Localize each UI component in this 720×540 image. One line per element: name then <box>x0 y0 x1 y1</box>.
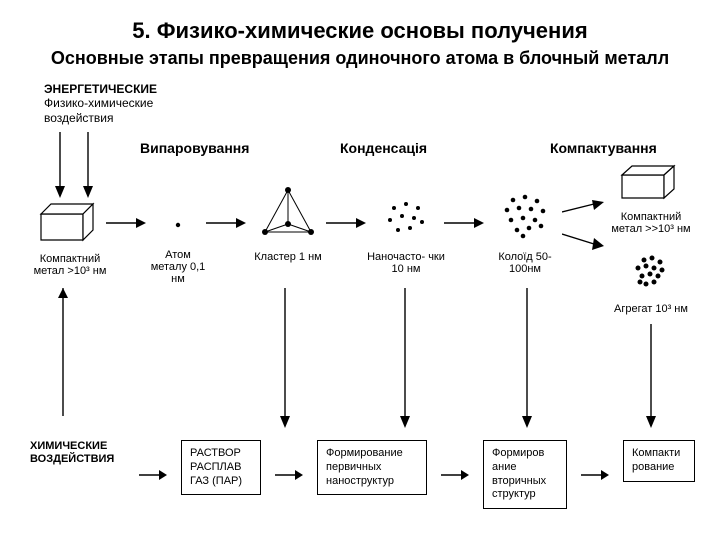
vert-to-bottom-1-head <box>56 288 70 302</box>
vert-to-bottom-3 <box>278 288 292 428</box>
energetic-label: ЭНЕРГЕТИЧЕСКИЕ Физико-химические воздейс… <box>44 82 157 125</box>
energetic-line1: ЭНЕРГЕТИЧЕСКИЕ <box>44 82 157 96</box>
vert-arrow-down <box>50 132 70 198</box>
vert-to-bottom-1 <box>56 288 70 416</box>
h-arrow-2 <box>441 466 469 484</box>
arrow-2 <box>206 216 246 230</box>
box-solution: РАСТВОР РАСПЛАВ ГАЗ (ПАР) <box>181 440 261 495</box>
stage-2-label: Атом металу 0,1 нм <box>146 249 210 285</box>
arrow-5a <box>562 200 606 216</box>
energetic-line2: Физико-химические <box>44 96 157 110</box>
bottom-row: ХИМИЧЕСКИЕ ВОЗДЕЙСТВИЯ РАСТВОР РАСПЛАВ Г… <box>0 440 720 509</box>
stage-aggregate: Агрегат 10³ нм <box>606 250 696 315</box>
page-subtitle: Основные этапы превращения одиночного ат… <box>0 48 720 69</box>
colloid-icon <box>493 190 557 242</box>
vert-to-bottom-4 <box>398 288 412 428</box>
stage-1-label: Компактний метал >10³ нм <box>28 253 112 277</box>
chemical-label: ХИМИЧЕСКИЕ ВОЗДЕЙСТВИЯ <box>30 440 125 466</box>
stage-5-label: Колоїд 50-100нм <box>484 251 566 275</box>
energetic-line3: воздействия <box>44 111 157 125</box>
cluster-icon <box>253 184 323 242</box>
h-arrow-3 <box>581 466 609 484</box>
stage-colloid: Колоїд 50-100нм <box>484 190 566 275</box>
arrow-5b <box>562 230 606 250</box>
stage-compact-final: Компактний метал >>10³ нм <box>606 162 696 235</box>
page-title: 5. Физико-химические основы получения <box>0 0 720 44</box>
aggregate-icon <box>624 250 678 294</box>
nanoparticle-icon <box>376 196 436 242</box>
stage-6a-label: Компактний метал >>10³ нм <box>606 211 696 235</box>
box-compacting: Компакти рование <box>623 440 695 482</box>
block-icon-2 <box>616 162 686 202</box>
phase-3: Компактування <box>550 140 657 156</box>
atom-icon <box>153 210 203 240</box>
phase-2: Конденсація <box>340 140 427 156</box>
diagram-area: Випаровування Конденсація Компактування … <box>0 140 720 400</box>
h-arrow-1 <box>275 466 303 484</box>
box-primary: Формирование первичных наноструктур <box>317 440 427 495</box>
vert-arrow-down-2 <box>78 132 98 198</box>
stage-atom: Атом металу 0,1 нм <box>146 210 210 285</box>
h-arrow-0 <box>139 466 167 484</box>
arrow-3 <box>326 216 366 230</box>
arrow-4 <box>444 216 484 230</box>
stage-4-label: Наночасто- чки 10 нм <box>366 251 446 275</box>
stage-cluster: Кластер 1 нм <box>248 184 328 263</box>
stage-3-label: Кластер 1 нм <box>248 251 328 263</box>
vert-to-bottom-6 <box>644 324 658 428</box>
block-icon <box>35 200 105 244</box>
phase-1: Випаровування <box>140 140 249 156</box>
stage-6b-label: Агрегат 10³ нм <box>606 303 696 315</box>
box-secondary: Формиров ание вторичных структур <box>483 440 567 509</box>
stage-nanoparticle: Наночасто- чки 10 нм <box>366 196 446 275</box>
stage-compact-metal: Компактний метал >10³ нм <box>28 200 112 277</box>
vert-to-bottom-5 <box>520 288 534 428</box>
arrow-1 <box>106 216 146 230</box>
